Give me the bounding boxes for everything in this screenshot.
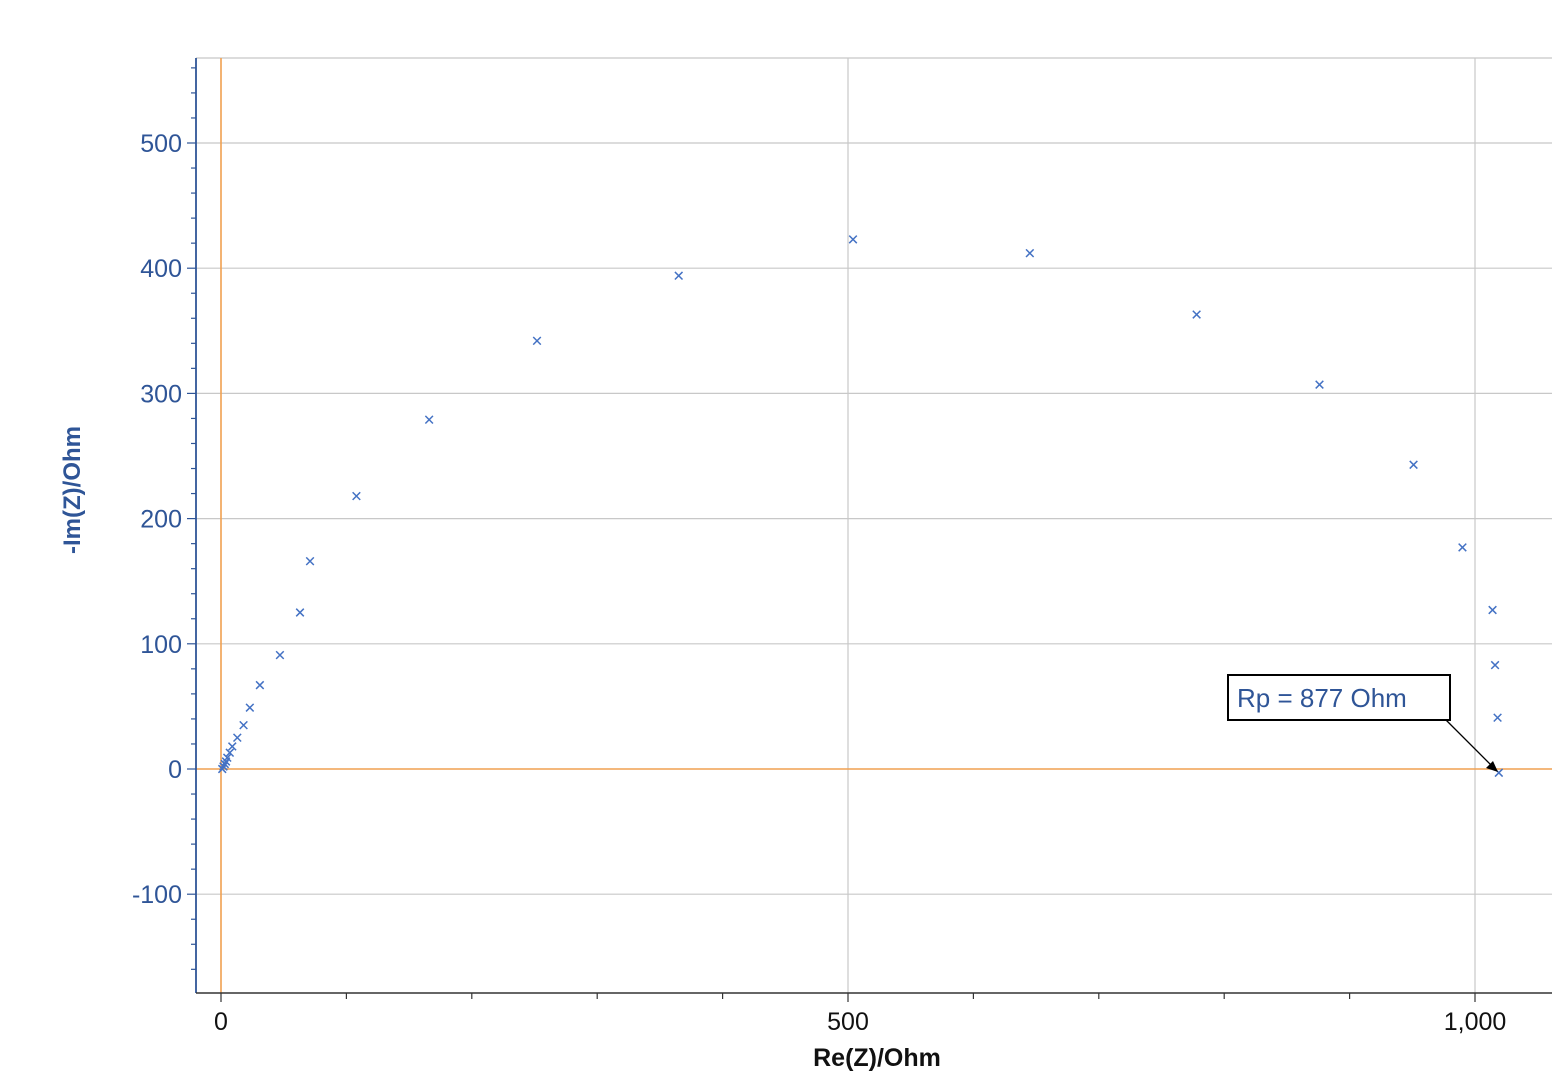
data-point <box>1488 605 1497 615</box>
data-point <box>225 748 235 758</box>
data-point <box>1025 248 1035 258</box>
data-point <box>245 703 255 712</box>
data-point <box>239 720 248 730</box>
data-point <box>1458 543 1467 552</box>
zero-lines <box>196 58 1552 993</box>
data-point <box>532 336 542 346</box>
data-point <box>219 762 228 771</box>
grid <box>196 57 1552 993</box>
axes <box>187 58 1552 1002</box>
annotation-arrow <box>1445 719 1497 771</box>
data-point <box>255 680 265 690</box>
annotation-box <box>1227 674 1451 721</box>
data-point <box>1192 310 1201 319</box>
x-axis-label: Re(Z)/Ohm <box>813 1044 941 1072</box>
y-tick-label: 300 <box>140 380 182 408</box>
x-tick-label: 500 <box>827 1008 869 1036</box>
data-point <box>674 271 684 281</box>
data-point <box>424 415 434 425</box>
annotation-label: Rp = 877 Ohm <box>1237 683 1407 713</box>
y-tick-label: 400 <box>140 255 182 283</box>
data-point <box>848 235 858 244</box>
data-point <box>1409 460 1418 470</box>
annotation-arrow-head <box>1486 761 1498 772</box>
x-tick-label: 0 <box>214 1008 228 1036</box>
y-axis-label: -Im(Z)/Ohm <box>59 426 86 554</box>
data-point <box>295 608 305 617</box>
y-tick-label: 200 <box>140 506 182 534</box>
y-tick-label: 0 <box>168 756 182 784</box>
data-point <box>227 742 237 751</box>
data-point <box>1315 380 1324 389</box>
data-points <box>217 235 1504 778</box>
data-point <box>217 764 227 774</box>
data-point <box>220 759 230 769</box>
data-point <box>275 650 285 660</box>
data-point <box>222 753 232 763</box>
data-point <box>305 556 315 566</box>
y-tick-label: -100 <box>132 881 182 909</box>
y-tick-label: 500 <box>140 130 182 158</box>
y-tick-label: 100 <box>140 631 182 659</box>
data-point <box>232 733 242 743</box>
data-point <box>1493 713 1502 722</box>
rp-annotation: Rp = 877 Ohm <box>1227 674 1498 772</box>
tick-labels: -100 0 100 200 300 400 500 0 500 1,000 <box>132 130 1506 1036</box>
data-point <box>1490 660 1500 670</box>
data-point <box>352 491 361 501</box>
x-tick-label: 1,000 <box>1444 1008 1507 1036</box>
